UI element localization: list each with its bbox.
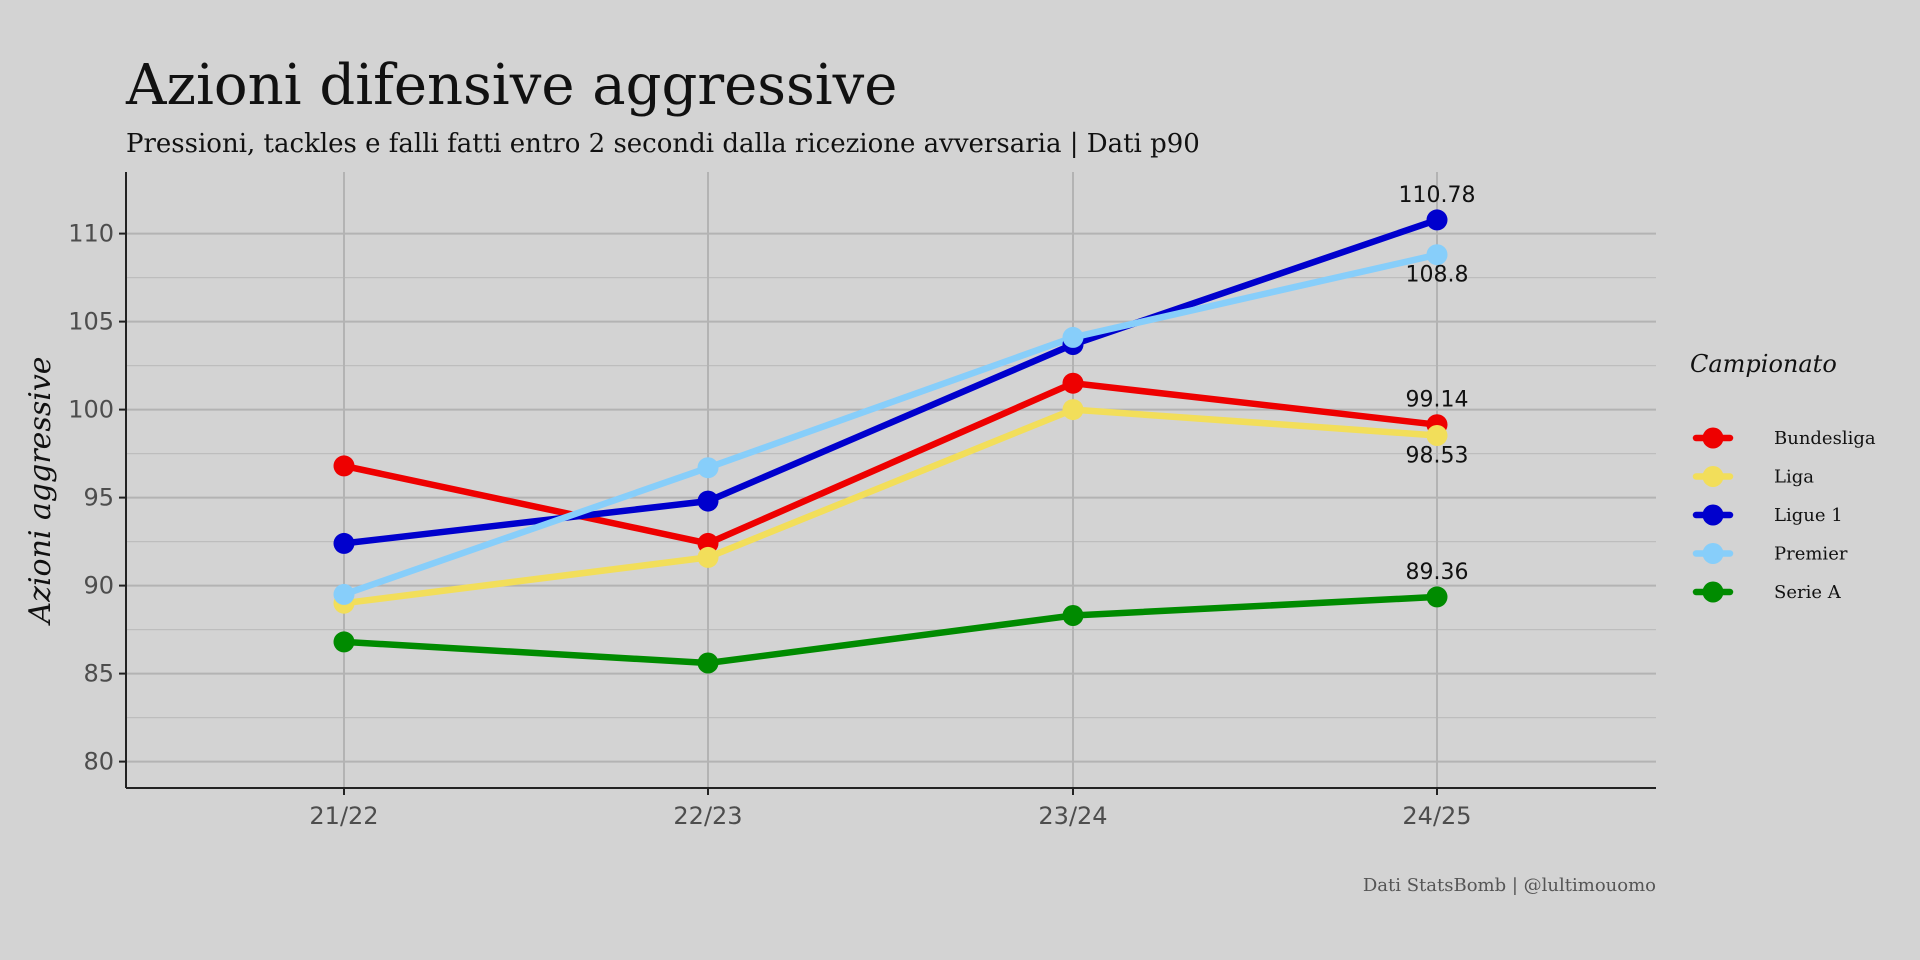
y-tick-label: 85 <box>83 660 114 688</box>
legend-label: Ligue 1 <box>1774 505 1843 526</box>
data-label: 99.14 <box>1406 388 1469 413</box>
y-tick-label: 80 <box>83 748 114 776</box>
data-point-serie-a <box>1062 605 1084 626</box>
series-group <box>333 209 1448 674</box>
data-point-ligue-1 <box>697 490 719 512</box>
data-point-liga <box>1426 425 1448 446</box>
data-label: 110.78 <box>1399 183 1476 208</box>
chart-subtitle: Pressioni, tackles e falli fatti entro 2… <box>126 129 1200 159</box>
y-tick-label: 110 <box>68 220 114 248</box>
data-point-premier <box>333 583 355 605</box>
data-point-premier <box>1062 326 1084 348</box>
legend-label: Serie A <box>1774 582 1842 603</box>
legend-key-point <box>1702 427 1724 449</box>
y-tick-label: 95 <box>83 484 114 512</box>
data-label: 108.8 <box>1406 263 1469 288</box>
legend-label: Liga <box>1774 467 1814 488</box>
chart-title: Azioni difensive aggressive <box>125 53 897 118</box>
y-tick-label: 105 <box>68 308 114 336</box>
data-point-premier <box>697 457 719 479</box>
legend-label: Bundesliga <box>1774 428 1876 449</box>
series-line-liga <box>340 406 1441 607</box>
x-tick-label: 21/22 <box>309 802 378 830</box>
data-point-ligue-1 <box>333 532 355 554</box>
legend-label: Premier <box>1774 544 1848 565</box>
data-point-serie-a <box>697 652 719 674</box>
y-tick-label: 100 <box>68 396 114 424</box>
axes: 80 85 90 95 100 105 110 21/22 22/23 23/24 24/25 <box>68 172 1656 830</box>
series-line-premier <box>340 251 1441 598</box>
data-label: 98.53 <box>1406 444 1469 469</box>
caption: Dati StatsBomb | @lultimouomo <box>1363 875 1656 896</box>
x-tick-label: 23/24 <box>1038 802 1107 830</box>
data-point-premier <box>1426 244 1448 266</box>
data-point-serie-a <box>333 631 355 653</box>
y-axis-label: Azioni aggressive <box>23 356 58 626</box>
data-point-bundesliga <box>1062 372 1084 394</box>
legend-key-point <box>1702 543 1724 564</box>
data-point-bundesliga <box>333 455 355 477</box>
data-point-serie-a <box>1426 586 1448 608</box>
data-point-liga <box>1062 399 1084 421</box>
legend-key-point <box>1702 466 1724 487</box>
legend-title: Campionato <box>1690 350 1837 378</box>
y-tick-label: 90 <box>83 572 114 600</box>
data-labels: 110.78 108.8 99.14 98.53 89.36 <box>1399 183 1476 585</box>
series-line-ligue-1 <box>340 216 1441 547</box>
legend-key-point <box>1702 504 1724 526</box>
data-label: 89.36 <box>1406 560 1469 585</box>
legend: Campionato Bundesliga Liga Ligue 1 Premier S… <box>1690 350 1876 603</box>
legend-key-point <box>1702 581 1724 603</box>
series-line-bundesliga <box>340 379 1441 547</box>
data-point-liga <box>697 546 719 568</box>
x-tick-label: 22/23 <box>673 802 742 830</box>
series-line-serie-a <box>340 593 1441 667</box>
x-tick-label: 24/25 <box>1402 802 1471 830</box>
data-point-ligue-1 <box>1426 209 1448 231</box>
